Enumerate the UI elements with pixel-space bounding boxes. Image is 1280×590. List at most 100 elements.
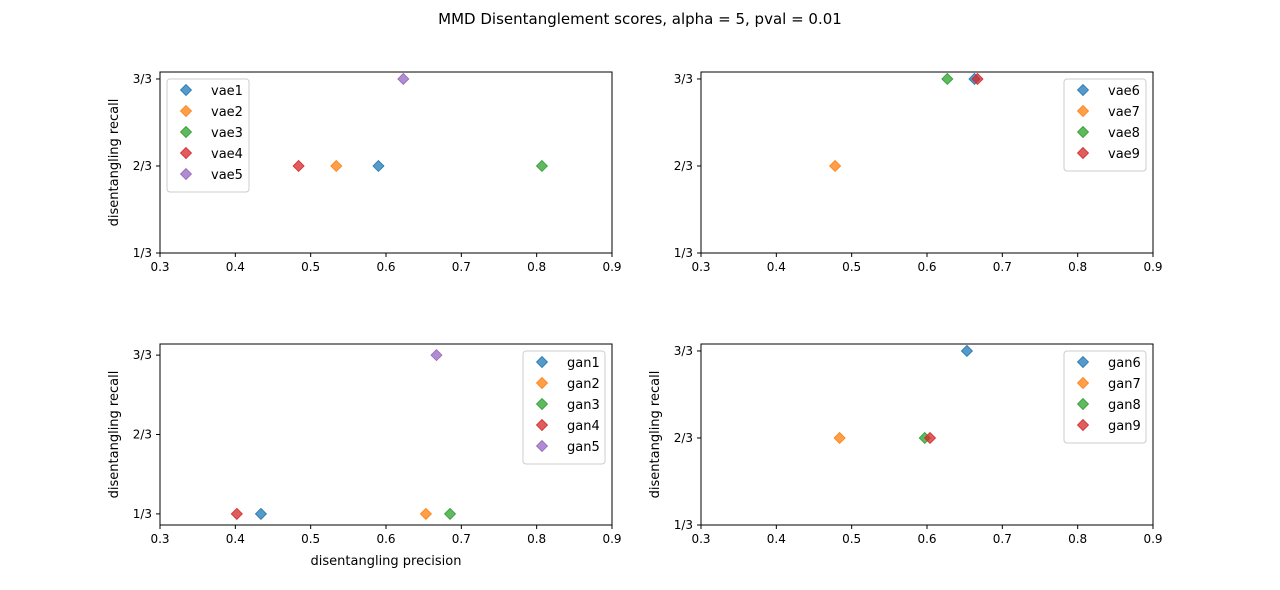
legend-label-gan2: gan2 [567, 377, 600, 392]
data-point-gan6 [960, 344, 973, 358]
legend-marker-vae8 [1076, 125, 1090, 139]
x-tick-label: 0.7 [452, 260, 471, 274]
x-tick-label: 0.9 [1143, 532, 1162, 546]
x-tick-label: 0.6 [917, 532, 936, 546]
legend-marker-vae5 [179, 167, 193, 181]
y-tick-label: 3/3 [674, 344, 693, 358]
data-point-vae1 [372, 159, 385, 173]
legend-marker-vae7 [1076, 104, 1090, 118]
legend: gan6 gan7 gan8 gan9 [1063, 350, 1147, 444]
legend-marker-vae3 [179, 125, 193, 139]
legend-label-vae3: vae3 [211, 126, 243, 141]
figure-title: MMD Disentanglement scores, alpha = 5, p… [438, 10, 842, 28]
legend: gan1 gan2 gan3 gan4 gan5 [522, 350, 606, 465]
subplot-1: 0.3 0.4 0.5 0.6 0.7 0.8 0.9 1/3 2/3 3/3 disentangl… [107, 71, 622, 274]
legend-marker-vae2 [179, 104, 193, 118]
y-tick-label: 3/3 [133, 72, 152, 86]
legend-label-gan4: gan4 [567, 419, 600, 434]
legend-marker-gan3 [535, 397, 549, 411]
y-axis-label: disentangling recall [648, 371, 663, 499]
data-point-vae4 [292, 159, 305, 173]
x-tick-label: 0.4 [226, 260, 245, 274]
legend-marker-gan2 [535, 376, 549, 390]
legend: vae6 vae7 vae8 vae9 [1063, 78, 1147, 172]
x-tick-label: 0.3 [691, 260, 710, 274]
y-tick-label: 1/3 [674, 518, 693, 532]
legend-marker-vae9 [1076, 146, 1090, 160]
legend-marker-gan7 [1076, 376, 1090, 390]
x-tick-label: 0.6 [917, 260, 936, 274]
legend-marker-gan6 [1076, 355, 1090, 369]
y-tick-label: 1/3 [133, 246, 152, 260]
subplot-2: 0.3 0.4 0.5 0.6 0.7 0.8 0.91/32/33/3vae6vae7va… [674, 71, 1163, 274]
y-tick-label: 2/3 [133, 428, 152, 442]
x-tick-label: 0.3 [150, 532, 169, 546]
legend-marker-gan5 [535, 439, 549, 453]
x-tick-label: 0.5 [842, 260, 861, 274]
legend-label-vae9: vae9 [1108, 147, 1140, 162]
x-tick-label: 0.8 [1068, 532, 1087, 546]
x-tick-label: 0.4 [767, 532, 786, 546]
x-tick-label: 0.5 [301, 532, 320, 546]
y-tick-label: 2/3 [674, 431, 693, 445]
legend-label-gan8: gan8 [1108, 398, 1141, 413]
subplot-3: 0.3 0.4 0.5 0.6 0.7 0.8 0.9 1/3 2/3 3/3 disentangl… [107, 343, 622, 569]
x-tick-label: 0.4 [226, 532, 245, 546]
subplot-grid: 0.3 0.4 0.5 0.6 0.7 0.8 0.9 1/3 2/3 3/3 disentangl… [107, 71, 1163, 569]
legend-label-vae5: vae5 [211, 168, 243, 183]
legend-label-gan6: gan6 [1108, 356, 1141, 371]
legend-marker-gan9 [1076, 418, 1090, 432]
legend-marker-gan4 [535, 418, 549, 432]
legend-label-gan9: gan9 [1108, 419, 1141, 434]
y-tick-label: 1/3 [674, 246, 693, 260]
x-tick-label: 0.4 [767, 260, 786, 274]
data-point-gan3 [443, 507, 457, 520]
data-point-gan2 [419, 507, 432, 520]
legend-box [1063, 78, 1147, 172]
y-axis-label: disentangling recall [107, 99, 122, 227]
subplot-4: 0.3 0.4 0.5 0.6 0.7 0.8 0.9 1/3 2/3 3/3 disentangl… [648, 343, 1163, 546]
x-tick-label: 0.9 [602, 260, 621, 274]
y-axis-label: disentangling recall [107, 371, 122, 499]
x-tick-label: 0.8 [1068, 260, 1087, 274]
legend-marker-vae1 [179, 83, 193, 97]
x-tick-label: 0.7 [993, 532, 1012, 546]
legend-label-vae4: vae4 [211, 147, 243, 162]
x-tick-label: 0.8 [527, 260, 546, 274]
legend-marker-gan8 [1076, 397, 1090, 411]
data-point-gan9 [923, 431, 937, 445]
legend-marker-vae4 [179, 146, 193, 160]
legend-label-vae7: vae7 [1108, 105, 1140, 120]
legend-label-vae6: vae6 [1108, 84, 1140, 99]
x-tick-label: 0.9 [602, 532, 621, 546]
legend: vae1 vae2 vae3 vae4 vae5 [166, 78, 250, 193]
legend-label-vae1: vae1 [211, 84, 243, 99]
data-point-gan1 [254, 507, 268, 520]
x-tick-label: 0.5 [301, 260, 320, 274]
data-point-vae7 [829, 159, 842, 173]
x-axis-label: disentangling precision [311, 554, 462, 569]
legend-marker-vae6 [1076, 83, 1090, 97]
x-tick-label: 0.6 [376, 532, 395, 546]
data-point-vae3 [535, 159, 549, 173]
x-tick-label: 0.7 [993, 260, 1012, 274]
y-tick-label: 2/3 [133, 159, 152, 173]
y-tick-label: 1/3 [133, 507, 152, 521]
x-tick-label: 0.3 [691, 532, 710, 546]
y-tick-label: 3/3 [133, 348, 152, 362]
data-point-vae9 [971, 72, 984, 86]
legend-label-gan1: gan1 [567, 356, 600, 371]
data-point-vae5 [397, 72, 410, 86]
x-tick-label: 0.9 [1143, 260, 1162, 274]
x-tick-label: 0.8 [527, 532, 546, 546]
data-point-vae8 [941, 72, 954, 86]
data-point-gan4 [230, 507, 243, 520]
legend-label-gan7: gan7 [1108, 377, 1141, 392]
y-tick-label: 3/3 [674, 72, 693, 86]
data-point-vae2 [330, 159, 343, 173]
x-tick-label: 0.3 [150, 260, 169, 274]
x-tick-label: 0.6 [376, 260, 395, 274]
data-point-gan7 [833, 431, 846, 445]
legend-label-gan5: gan5 [567, 440, 600, 455]
